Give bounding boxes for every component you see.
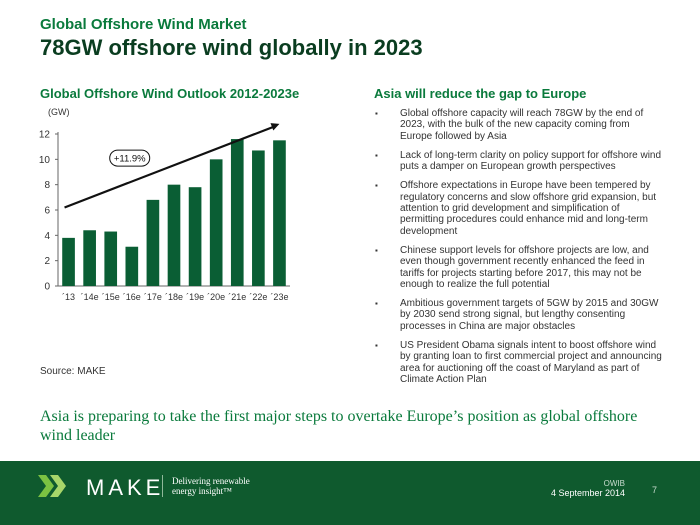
bullet-text: Lack of long-term clarity on policy supp…	[400, 149, 662, 173]
event-name: OWIB	[603, 479, 625, 488]
bar	[188, 187, 202, 286]
source-note: Source: MAKE	[40, 366, 106, 377]
square-bullet-icon: ▪	[375, 150, 378, 160]
square-bullet-icon: ▪	[375, 181, 378, 191]
y-tick-label: 6	[44, 206, 50, 217]
bullet-list: ▪ Global offshore capacity will reach 78G…	[374, 108, 664, 393]
growth-label-pill	[109, 149, 151, 167]
bullet-item: ▪ Lack of long-term clarity on policy sup…	[374, 150, 664, 173]
bullet-text: US President Obama signals intent to boo…	[400, 339, 662, 386]
bar	[83, 230, 96, 286]
x-tick-label: ´15e	[102, 292, 120, 302]
takeaway-text: Asia is preparing to take the first majo…	[40, 408, 638, 444]
square-bullet-icon: ▪	[375, 109, 378, 118]
section-title: Asia will reduce the gap to Europe	[374, 86, 587, 101]
x-tick-label: ´17e	[144, 292, 162, 302]
x-tick-label: ´23e	[270, 292, 288, 302]
square-bullet-icon: ▪	[375, 340, 378, 350]
tagline-line-2: energy insight™	[172, 486, 232, 496]
bullet-item: ▪ Ambitious government targets of 5GW by …	[374, 298, 664, 332]
bullet-item: ▪ US President Obama signals intent to bo…	[374, 340, 664, 386]
x-tick-label: ´19e	[186, 292, 204, 302]
bar	[167, 184, 181, 286]
x-tick-label: ´18e	[165, 292, 183, 302]
page-title: 78GW offshore wind globally in 2023	[40, 35, 423, 60]
tagline-line-1: Delivering renewable	[172, 476, 250, 486]
growth-arrow-line	[64, 125, 274, 209]
brand-tagline: Delivering renewable energy insight™	[172, 476, 250, 496]
footer-bar: MAKE Delivering renewable energy insight…	[0, 461, 700, 525]
bar	[230, 139, 244, 286]
bullet-item: ▪ Offshore expectations in Europe have be…	[374, 180, 664, 237]
page-kicker: Global Offshore Wind Market	[40, 16, 247, 33]
bar	[273, 140, 286, 286]
square-bullet-icon: ▪	[375, 245, 378, 255]
footer-date: 4 September 2014	[550, 488, 625, 498]
x-tick-label: ´14e	[81, 292, 99, 302]
chart-title: Global Offshore Wind Outlook 2012-2023e	[40, 86, 300, 101]
y-tick-label: 0	[44, 282, 50, 293]
bar	[125, 246, 139, 286]
y-tick-label: 10	[39, 155, 51, 166]
y-tick-label: 2	[44, 256, 50, 267]
y-tick-label: 4	[44, 231, 50, 242]
brand-name: MAKE	[86, 475, 165, 500]
bar	[252, 150, 265, 286]
footer-divider	[162, 475, 163, 497]
make-logo-icon	[38, 475, 74, 502]
bullet-text: Global offshore capacity will reach 78GW…	[400, 108, 644, 142]
square-bullet-icon: ▪	[375, 299, 378, 309]
y-tick-label: 8	[44, 180, 50, 191]
bar	[62, 237, 75, 286]
bullet-text: Ambitious government targets of 5GW by 2…	[400, 298, 659, 332]
bar-chart: 0 2 4 6 8 10 12 ´13 ´14e ´15e ´16e ´17e ´18e ´19e ´20e…	[39, 123, 290, 302]
y-tick-label: 12	[39, 130, 51, 141]
bullet-text: Offshore expectations in Europe have bee…	[400, 180, 657, 237]
bar	[104, 231, 118, 286]
bullet-item: ▪ Chinese support levels for offshore pro…	[374, 245, 664, 291]
chart-unit-label: (GW)	[48, 107, 70, 117]
bullet-item: ▪ Global offshore capacity will reach 78G…	[374, 108, 664, 142]
x-tick-label: ´22e	[249, 292, 267, 302]
x-tick-label: ´21e	[228, 292, 246, 302]
x-tick-label: ´16e	[123, 292, 141, 302]
growth-arrow-head	[270, 123, 280, 131]
page-number: 7	[651, 485, 657, 495]
x-tick-label: ´13	[62, 292, 75, 302]
growth-label: +11.9%	[114, 154, 146, 165]
x-tick-label: ´20e	[207, 292, 225, 302]
bar	[209, 159, 223, 286]
bar	[146, 199, 160, 286]
bullet-text: Chinese support levels for offshore proj…	[400, 244, 649, 291]
